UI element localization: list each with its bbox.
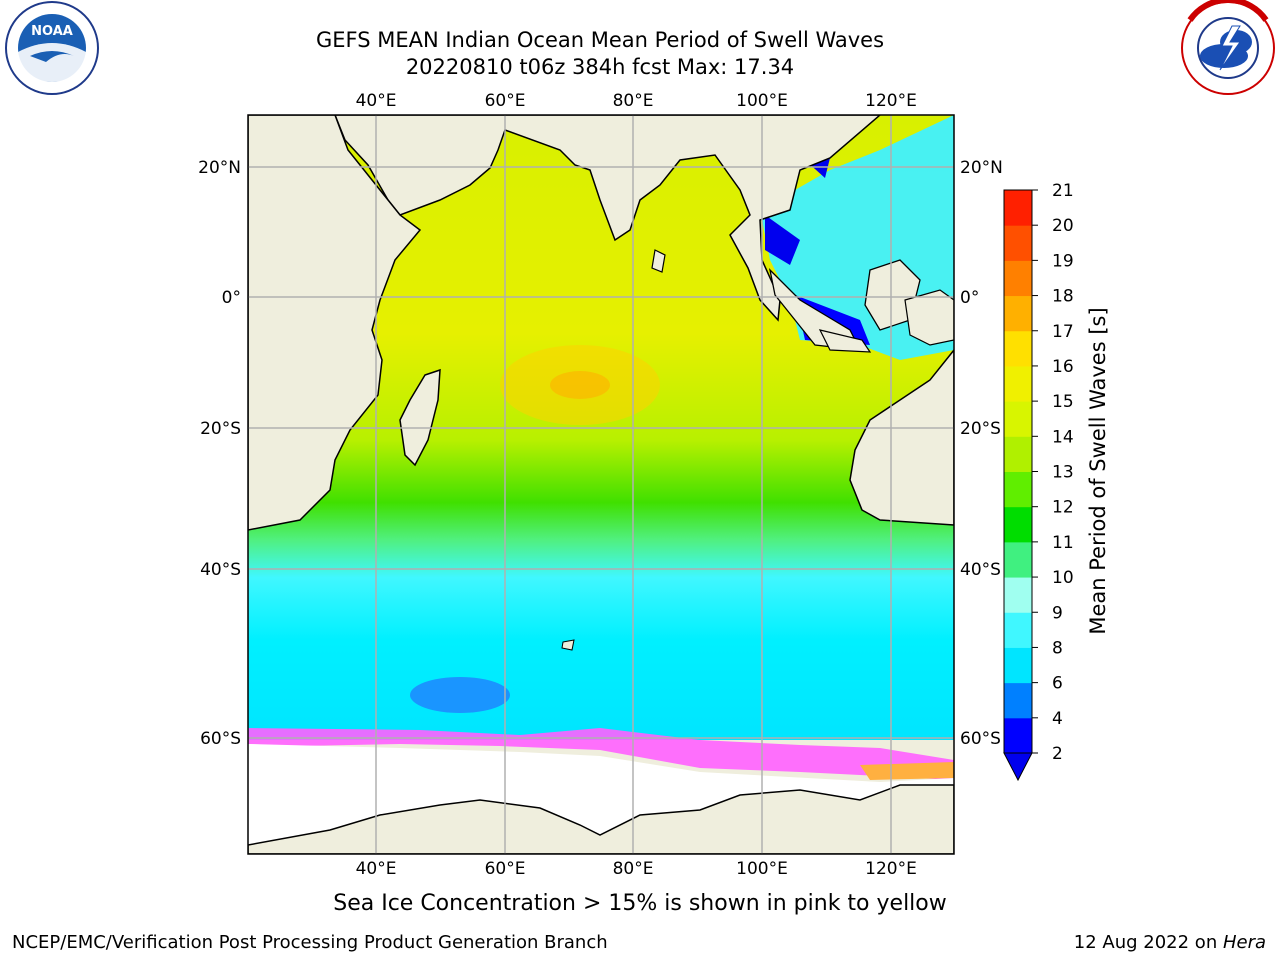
- colorbar-tick-label: 16: [1052, 357, 1074, 377]
- lon-label-top: 80°E: [613, 91, 654, 111]
- lon-label-top: 40°E: [356, 91, 397, 111]
- colorbar-segment: [1004, 190, 1032, 226]
- lon-label-top: 120°E: [865, 91, 917, 111]
- lon-label-top: 100°E: [736, 91, 788, 111]
- noaa-logo: NOAA: [5, 1, 99, 95]
- lon-label-bottom: 40°E: [356, 859, 397, 879]
- colorbar-tick-label: 11: [1052, 533, 1074, 553]
- land-africa: [248, 115, 422, 531]
- lat-label-right: 0°: [960, 288, 979, 308]
- lat-label-left: 60°S: [200, 729, 241, 749]
- colorbar-tick-label: 21: [1052, 181, 1074, 201]
- colorbar-segment: [1004, 295, 1032, 332]
- land-australia: [849, 348, 954, 526]
- footer-host: Hera: [1222, 932, 1266, 953]
- colorbar-segment: [1004, 647, 1032, 684]
- colorbar-segment: [1004, 330, 1032, 367]
- colorbar-segment: [1004, 365, 1032, 402]
- colorbar-tick-label: 2: [1052, 744, 1063, 764]
- lon-label-bottom: 120°E: [865, 859, 917, 879]
- colorbar-segment: [1004, 541, 1032, 578]
- colorbar-tick-label: 12: [1052, 498, 1074, 518]
- colorbar-tick-label: 8: [1052, 638, 1063, 658]
- colorbar-tick-label: 10: [1052, 568, 1074, 588]
- lon-label-top: 60°E: [485, 91, 526, 111]
- chart-subtitle: 20220810 t06z 384h fcst Max: 17.34: [405, 55, 795, 79]
- colorbar-segment: [1004, 471, 1032, 508]
- lat-label-left: 40°S: [200, 560, 241, 580]
- colorbar-segment: [1004, 682, 1032, 719]
- land-antarctica: [248, 784, 954, 854]
- colorbar-segment: [1004, 225, 1032, 261]
- colorbar-tick-label: 15: [1052, 392, 1074, 412]
- colorbar-tick-label: 9: [1052, 603, 1063, 623]
- colorbar-tick-label: 19: [1052, 251, 1074, 271]
- colorbar-tick-label: 17: [1052, 322, 1074, 342]
- chart-title: GEFS MEAN Indian Ocean Mean Period of Sw…: [315, 28, 885, 52]
- land-madagascar: [399, 368, 441, 467]
- graticule: [248, 115, 954, 854]
- noaa-logo-text: NOAA: [31, 24, 73, 39]
- colorbar-segment: [1004, 577, 1032, 613]
- footer-date-text: 12 Aug 2022 on: [1073, 932, 1223, 953]
- lat-label-right: 60°S: [960, 729, 1001, 749]
- lon-label-bottom: 60°E: [485, 859, 526, 879]
- colorbar-segment: [1004, 260, 1032, 297]
- sea-ice-note: Sea Ice Concentration > 15% is shown in …: [333, 891, 947, 916]
- colorbar-segment: [1004, 506, 1032, 543]
- lat-label-left: 20°S: [200, 419, 241, 439]
- lat-label-left: 20°N: [198, 158, 241, 178]
- colorbar-label: Mean Period of Swell Waves [s]: [1086, 307, 1110, 634]
- colorbar-under-arrow: [1003, 752, 1033, 782]
- colorbar-segment: [1004, 436, 1032, 472]
- lat-label-right: 40°S: [960, 560, 1001, 580]
- colorbar-tick-label: 14: [1052, 427, 1074, 447]
- lat-label-left: 0°: [222, 288, 241, 308]
- colorbar-segment: [1004, 612, 1032, 648]
- colorbar-segment: [1004, 717, 1032, 754]
- lon-label-bottom: 80°E: [613, 859, 654, 879]
- colorbar-tick-label: 6: [1052, 674, 1063, 694]
- footer-credit: NCEP/EMC/Verification Post Processing Pr…: [12, 932, 608, 953]
- colorbar: 2 4 6 8 9 10 11 12 13 14 15 16 17 18 19 20 21: [1003, 181, 1074, 782]
- colorbar-tick-label: 18: [1052, 287, 1074, 307]
- lat-label-right: 20°S: [960, 419, 1001, 439]
- colorbar-tick-label: 4: [1052, 709, 1063, 729]
- colorbar-segment: [1004, 401, 1032, 437]
- footer-date: 12 Aug 2022 on Hera: [1074, 932, 1266, 953]
- colorbar-tick-label: 20: [1052, 216, 1074, 236]
- lat-label-right: 20°N: [960, 158, 1003, 178]
- lon-label-bottom: 100°E: [736, 859, 788, 879]
- nws-logo: [1181, 0, 1275, 95]
- colorbar-tick-label: 13: [1052, 463, 1074, 483]
